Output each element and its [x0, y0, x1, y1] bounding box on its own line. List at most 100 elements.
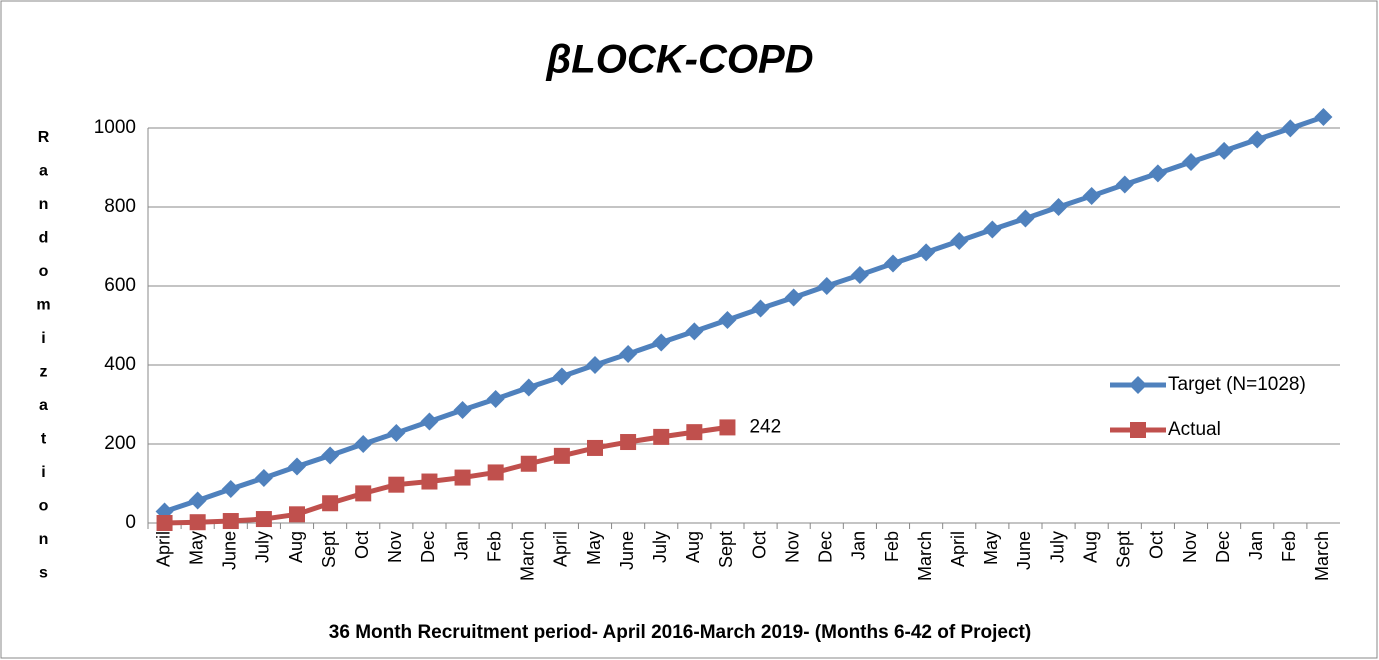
point	[1148, 164, 1167, 183]
x-tick-label: June	[617, 531, 637, 570]
point	[355, 485, 372, 502]
point	[321, 446, 340, 465]
x-tick-label: Aug	[683, 531, 703, 563]
point	[718, 310, 737, 329]
y-tick-label: 0	[125, 512, 136, 533]
point	[685, 322, 704, 341]
point	[1129, 376, 1147, 394]
point	[1130, 422, 1146, 438]
x-tick-label: July	[650, 531, 670, 563]
point	[719, 419, 736, 436]
x-tick-label: Aug	[1080, 531, 1100, 563]
x-tick-label: March	[1312, 531, 1332, 581]
x-tick-label: Sept	[1114, 531, 1134, 568]
x-tick-label: Oct	[749, 531, 769, 559]
point	[884, 254, 902, 273]
point	[354, 435, 373, 453]
point	[188, 491, 207, 510]
point	[486, 389, 505, 408]
x-tick-label: July	[1047, 531, 1067, 563]
point	[1248, 130, 1267, 149]
point	[255, 511, 272, 528]
point	[751, 299, 770, 318]
point	[1215, 141, 1234, 160]
point	[487, 464, 504, 481]
y-tick-label: 800	[104, 196, 136, 217]
x-tick-label: April	[948, 531, 968, 567]
legend-entry: Actual	[1110, 419, 1221, 440]
x-tick-label: April	[153, 531, 173, 567]
x-tick-label: Jan	[1246, 531, 1266, 560]
point	[222, 513, 239, 530]
x-tick-label: Feb	[484, 531, 504, 562]
point	[1082, 186, 1101, 205]
point	[619, 344, 638, 363]
point	[983, 220, 1002, 239]
point	[420, 412, 439, 431]
y-tick-label: 600	[104, 275, 136, 296]
point	[652, 333, 671, 352]
point	[850, 265, 869, 284]
y-tick-label: 400	[104, 354, 136, 375]
point	[189, 514, 206, 531]
x-tick-label: Nov	[1180, 531, 1200, 563]
point	[221, 480, 240, 499]
x-tick-label: Jan	[451, 531, 471, 560]
point	[1281, 119, 1300, 138]
x-tick-label: May	[584, 531, 604, 565]
chart-title: βLOCK-COPD	[545, 38, 813, 82]
point	[388, 476, 405, 493]
point	[784, 288, 803, 307]
point	[387, 423, 406, 442]
legend-entry: Target (N=1028)	[1110, 374, 1306, 395]
point	[519, 378, 538, 397]
x-tick-label: June	[1014, 531, 1034, 570]
point	[1115, 175, 1134, 194]
x-tick-label: Feb	[1279, 531, 1299, 562]
y-tick-label: 200	[104, 433, 136, 454]
x-tick-label: Feb	[882, 531, 902, 562]
x-tick-label: Dec	[1213, 531, 1233, 563]
point	[1016, 209, 1035, 228]
point	[1049, 198, 1068, 216]
point	[156, 515, 173, 531]
x-tick-label: Oct	[352, 531, 372, 559]
x-tick-label: May	[186, 531, 206, 565]
x-tick-label: Dec	[816, 531, 836, 563]
legend-label: Actual	[1168, 419, 1221, 440]
point	[620, 434, 637, 451]
point	[454, 469, 471, 486]
point	[817, 277, 836, 295]
point	[288, 457, 306, 476]
x-tick-label: July	[253, 531, 273, 563]
y-axis-title: Randomizations	[35, 128, 52, 598]
y-tick-label: 1000	[94, 117, 136, 138]
x-tick-label: Jan	[849, 531, 869, 560]
point	[917, 243, 936, 262]
x-tick-label: Sept	[716, 531, 736, 568]
point	[552, 367, 571, 386]
point	[322, 495, 339, 512]
point	[254, 468, 273, 487]
x-tick-label: June	[220, 531, 240, 570]
point	[950, 231, 969, 250]
point	[421, 473, 438, 490]
point	[653, 428, 670, 445]
x-tick-label: Nov	[782, 531, 802, 563]
point	[587, 439, 603, 456]
x-tick-label: Dec	[418, 531, 438, 563]
point	[1314, 107, 1333, 126]
point	[586, 356, 604, 374]
x-tick-label: May	[981, 531, 1001, 565]
point	[289, 506, 305, 523]
x-tick-label: April	[551, 531, 571, 567]
x-tick-label: Aug	[286, 531, 306, 563]
x-tick-label: March	[915, 531, 935, 581]
point	[686, 424, 703, 441]
point	[453, 401, 472, 420]
data-label: 242	[749, 416, 781, 437]
legend-label: Target (N=1028)	[1168, 374, 1306, 395]
point	[553, 447, 570, 464]
